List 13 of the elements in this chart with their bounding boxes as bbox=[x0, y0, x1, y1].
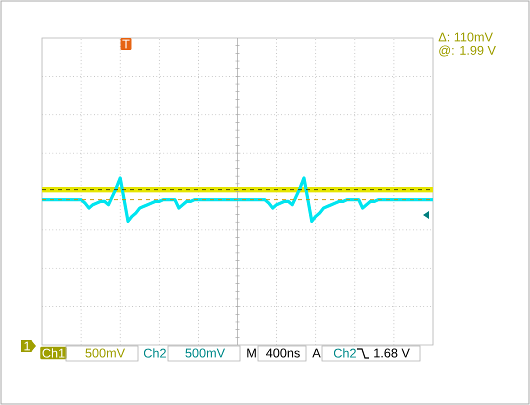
text: A bbox=[312, 348, 321, 358]
text: Ch1 bbox=[42, 348, 64, 358]
text: 400ns bbox=[266, 348, 300, 358]
text: Δ: 110mV bbox=[438, 32, 493, 42]
text: 1.68 V bbox=[374, 348, 410, 358]
text: T bbox=[122, 40, 130, 48]
text: 500mV bbox=[185, 348, 226, 358]
text: Ch2 bbox=[334, 348, 356, 358]
text: M bbox=[247, 348, 256, 358]
text: 500mV bbox=[85, 348, 126, 358]
text: 1 bbox=[24, 342, 30, 350]
text: @: 1.99 V bbox=[439, 46, 496, 56]
text: Ch2 bbox=[144, 348, 166, 358]
